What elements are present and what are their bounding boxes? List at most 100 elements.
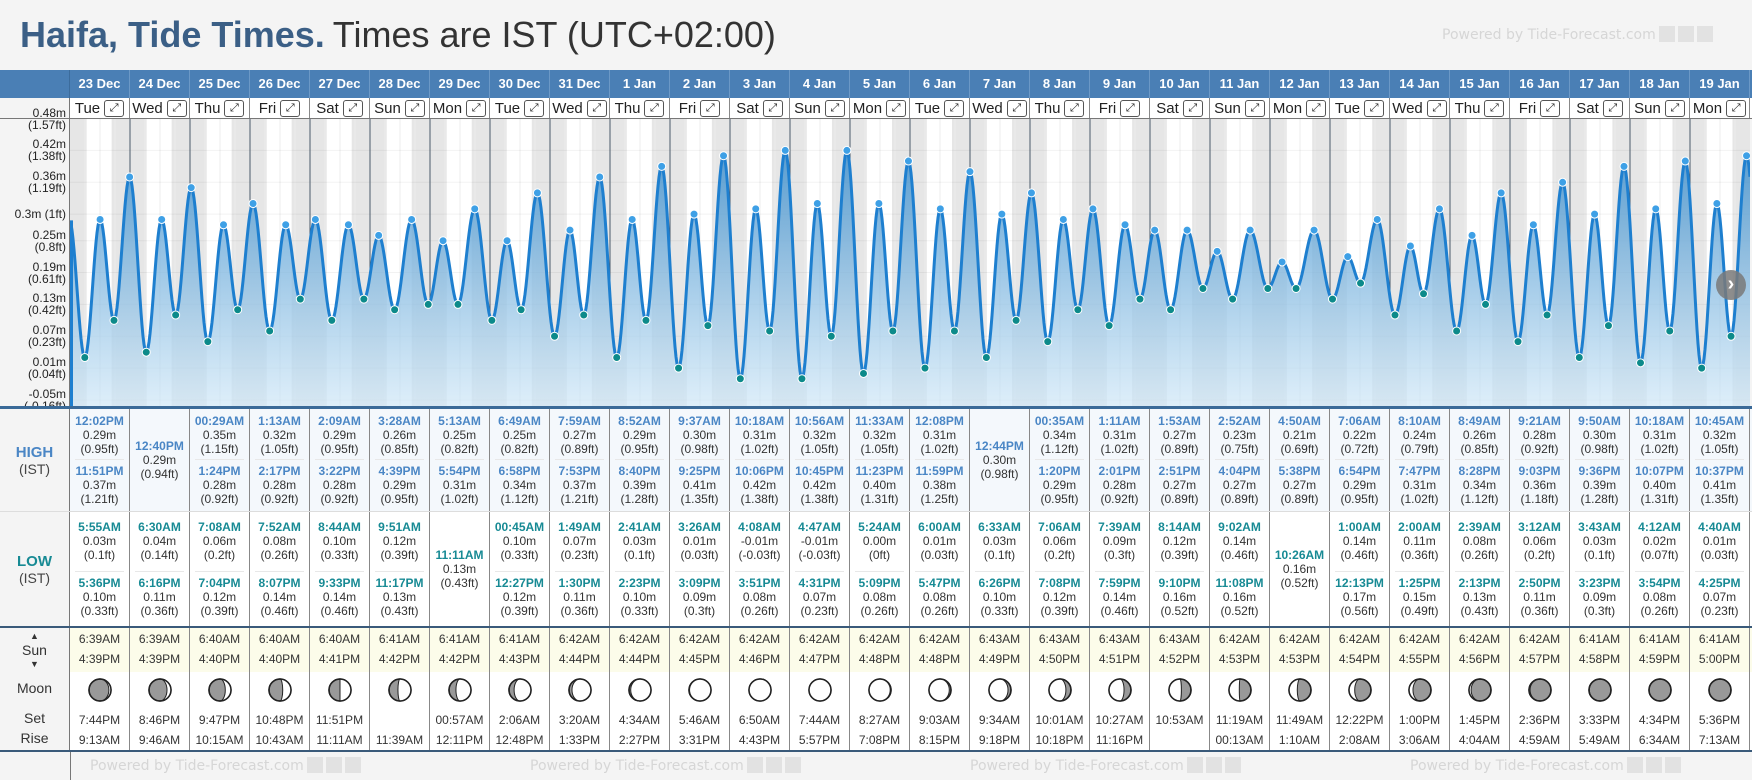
high-tide-entry: 8:49AM 0.26m (0.85ft) xyxy=(1450,414,1509,456)
sunrise-time: 6:39AM xyxy=(78,632,121,646)
tide-height-ft: (0.39ft) xyxy=(380,547,419,562)
powered-by-watermark[interactable]: Powered by Tide-Forecast.com xyxy=(970,757,1241,774)
tide-time: 8:44AM xyxy=(318,519,361,534)
date-cell: 9 Jan xyxy=(1090,70,1150,98)
expand-day-button[interactable]: ⤢ xyxy=(104,99,125,117)
expand-day-button[interactable]: ⤢ xyxy=(886,99,907,117)
expand-day-button[interactable]: ⤢ xyxy=(1484,99,1505,117)
expand-day-button[interactable]: ⤢ xyxy=(280,99,301,117)
tide-time: 8:10AM xyxy=(1398,413,1441,428)
tide-time: 4:40AM xyxy=(1698,519,1741,534)
low-tide-entry: 7:52AM 0.08m (0.26ft) xyxy=(250,520,309,562)
low-tide-cell: 9:51AM 0.12m (0.39ft) 11:17PM 0.13m (0.43ft) xyxy=(370,512,430,626)
expand-day-button[interactable]: ⤢ xyxy=(1426,99,1447,117)
tide-height-m: 0.28m xyxy=(1102,478,1137,493)
date-cell: 25 Dec xyxy=(190,70,250,98)
low-tide-entry: 3:54PM 0.08m (0.26ft) xyxy=(1635,571,1684,618)
expand-day-button[interactable]: ⤢ xyxy=(404,99,425,117)
expand-day-button[interactable]: ⤢ xyxy=(944,99,965,117)
tide-height-ft: (1.38ft) xyxy=(800,492,839,507)
low-tide-point xyxy=(1419,289,1429,299)
low-tide-entry: 3:23PM 0.09m (0.3ft) xyxy=(1575,571,1624,618)
tide-height-m: 0.34m xyxy=(1042,427,1077,442)
high-tide-point xyxy=(1182,225,1192,235)
tide-height-m: 0.14m xyxy=(262,590,297,605)
low-tide-entry: 2:23PM 0.10m (0.33ft) xyxy=(615,571,664,618)
expand-day-button[interactable]: ⤢ xyxy=(1120,99,1141,117)
expand-day-button[interactable]: ⤢ xyxy=(342,99,363,117)
sunrise-time: 6:42AM xyxy=(618,632,661,646)
expand-day-button[interactable]: ⤢ xyxy=(1726,99,1747,117)
low-tide-point xyxy=(641,315,651,325)
expand-day-button[interactable]: ⤢ xyxy=(1602,99,1623,117)
tide-height-m: 0.08m xyxy=(742,590,777,605)
moonset-time: 9:47PM xyxy=(198,713,241,727)
low-tide-point xyxy=(1166,305,1176,315)
tide-height-m: 0.21m xyxy=(1282,427,1317,442)
tide-time: 5:36PM xyxy=(78,576,121,591)
sun-cell: 6:40AM 4:40PM xyxy=(190,628,250,672)
moon-cell: 10:48PM 10:43AM xyxy=(250,672,310,750)
expand-day-button[interactable]: ⤢ xyxy=(644,99,665,117)
expand-day-button[interactable]: ⤢ xyxy=(1064,99,1085,117)
sunrise-time: 6:40AM xyxy=(258,632,301,646)
expand-day-button[interactable]: ⤢ xyxy=(586,99,607,117)
low-tide-cell: 8:44AM 0.10m (0.33ft) 9:33PM 0.14m (0.46ft) xyxy=(310,512,370,626)
tide-height-m: 0.34m xyxy=(1462,478,1497,493)
sunrise-time: 6:40AM xyxy=(198,632,241,646)
powered-by-watermark[interactable]: Powered by Tide-Forecast.com xyxy=(1442,26,1713,43)
tide-time: 7:52AM xyxy=(258,519,301,534)
low-tide-point xyxy=(579,310,589,320)
expand-day-button[interactable]: ⤢ xyxy=(1182,99,1203,117)
expand-day-button[interactable]: ⤢ xyxy=(1244,99,1265,117)
tide-height-ft: (0.82ft) xyxy=(500,441,539,456)
expand-day-button[interactable]: ⤢ xyxy=(1664,99,1685,117)
tide-time: 7:06AM xyxy=(1338,413,1381,428)
tide-height-ft: (0.52ft) xyxy=(1280,576,1319,590)
sunset-time: 4:58PM xyxy=(1578,652,1621,666)
scroll-right-button[interactable]: › xyxy=(1716,270,1746,300)
moonrise-title: Rise xyxy=(20,730,49,746)
tide-time: 3:28AM xyxy=(378,413,421,428)
high-tide-cell: 1:11AM 0.31m (1.02ft) 2:01PM 0.28m (0.92ft) xyxy=(1090,409,1150,511)
tide-height-m: 0.01m xyxy=(922,533,957,548)
low-tide-point xyxy=(888,326,898,336)
powered-by-watermark[interactable]: Powered by Tide-Forecast.com xyxy=(90,757,361,774)
expand-day-button[interactable]: ⤢ xyxy=(700,99,721,117)
sunset-time: 4:42PM xyxy=(378,652,421,666)
expand-day-button[interactable]: ⤢ xyxy=(224,99,245,117)
expand-day-button[interactable]: ⤢ xyxy=(524,99,545,117)
tide-height-m: 0.12m xyxy=(502,590,537,605)
tide-time: 5:55AM xyxy=(78,519,121,534)
tide-height-m: 0.09m xyxy=(1102,533,1137,548)
expand-day-button[interactable]: ⤢ xyxy=(166,99,187,117)
powered-by-watermark[interactable]: Powered by Tide-Forecast.com xyxy=(530,757,801,774)
high-tide-point xyxy=(407,214,417,224)
expand-day-button[interactable]: ⤢ xyxy=(1306,99,1327,117)
expand-day-button[interactable]: ⤢ xyxy=(466,99,487,117)
high-tide-cell: 9:37AM 0.30m (0.98ft) 9:25PM 0.41m (1.35ft) xyxy=(670,409,730,511)
moon-phase-icon xyxy=(807,678,832,702)
date-cell: 4 Jan xyxy=(790,70,850,98)
high-tide-entry: 6:58PM 0.34m (1.12ft) xyxy=(495,459,544,506)
moonset-time: 8:27AM xyxy=(858,713,901,727)
tide-height-ft: (0.23ft) xyxy=(1700,604,1739,619)
expand-day-button[interactable]: ⤢ xyxy=(1006,99,1027,117)
powered-by-watermark[interactable]: Powered by Tide-Forecast.com xyxy=(1410,757,1681,774)
tide-time: 1:49AM xyxy=(558,519,601,534)
expand-day-button[interactable]: ⤢ xyxy=(824,99,845,117)
tide-time: 2:39AM xyxy=(1458,519,1501,534)
tide-time: 2:13PM xyxy=(1458,576,1501,591)
moon-cell: 11:49AM 1:10AM xyxy=(1270,672,1330,750)
moon-cell: 12:22PM 2:08AM xyxy=(1330,672,1390,750)
low-tide-entry: 2:41AM 0.03m (0.1ft) xyxy=(610,520,669,562)
tide-time: 11:11AM xyxy=(435,548,484,562)
weekday-cell: Thu ⤢ xyxy=(610,98,670,118)
expand-day-button[interactable]: ⤢ xyxy=(762,99,783,117)
watermark-text: Powered by Tide-Forecast.com xyxy=(1442,27,1656,43)
moonrise-time: 9:18PM xyxy=(978,733,1021,747)
expand-day-button[interactable]: ⤢ xyxy=(1364,99,1385,117)
expand-day-button[interactable]: ⤢ xyxy=(1540,99,1561,117)
moon-phase-icon xyxy=(627,678,652,702)
sun-cell: 6:40AM 4:41PM xyxy=(310,628,370,672)
